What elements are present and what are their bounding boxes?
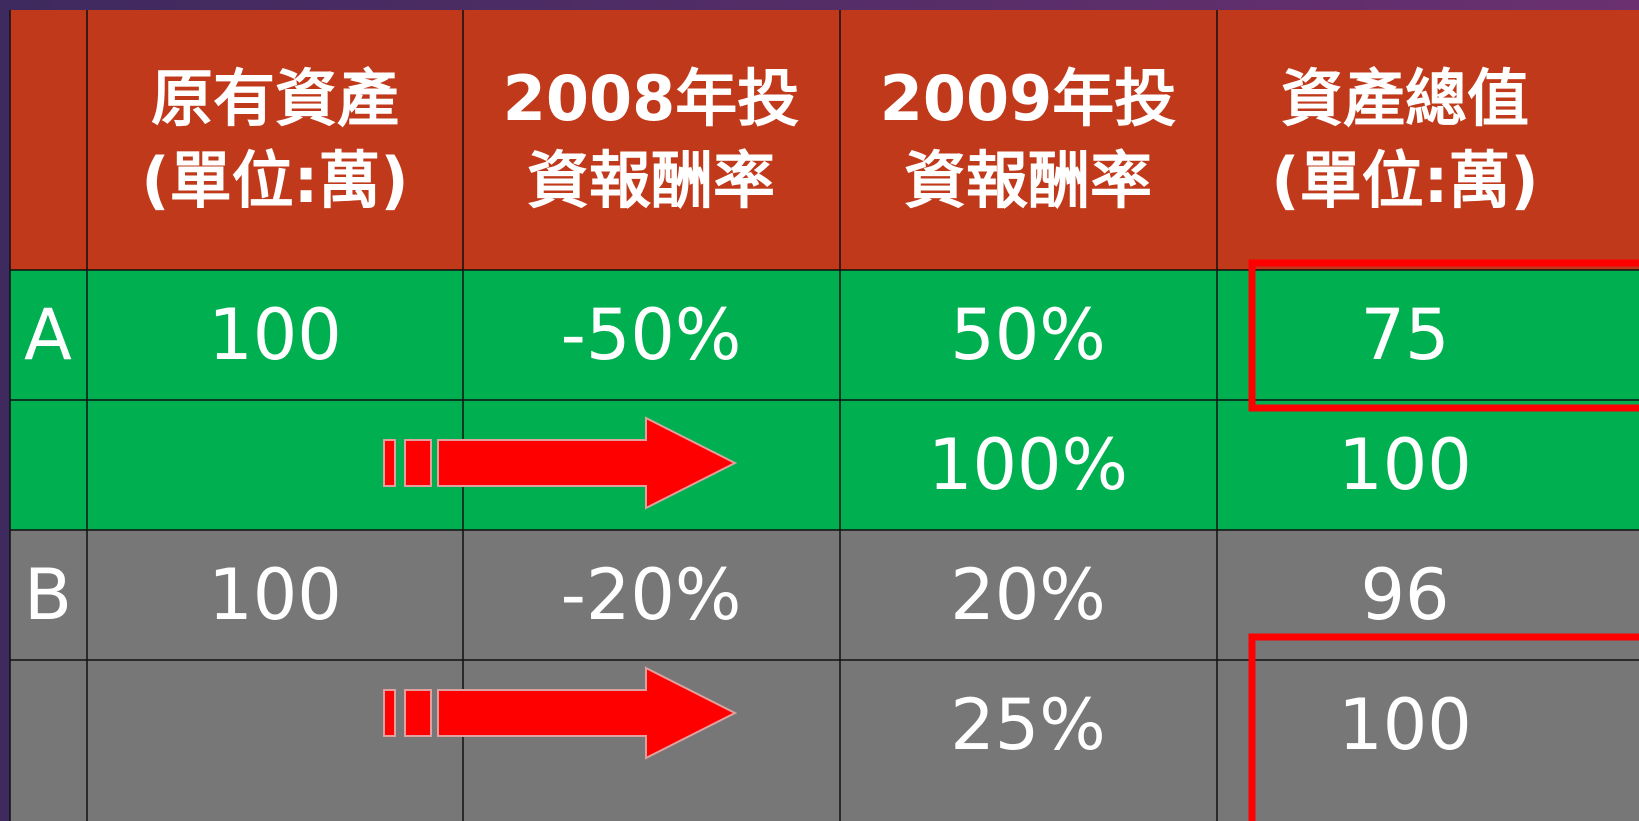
header-cell: 2009年投 xyxy=(880,62,1177,135)
cell: 100 xyxy=(208,554,342,636)
header-cell: 2008年投 xyxy=(503,62,800,135)
cell: 25% xyxy=(950,684,1106,766)
cell: 20% xyxy=(950,554,1106,636)
cell: 50% xyxy=(950,294,1106,376)
header-row xyxy=(10,10,1639,270)
cell: 100 xyxy=(1338,424,1472,506)
highlight xyxy=(1248,259,1639,821)
cell: -50% xyxy=(561,294,742,376)
row-label: B xyxy=(24,554,72,636)
cell: 100 xyxy=(1338,684,1472,766)
arrow xyxy=(383,416,738,510)
header-cell: 資報酬率 xyxy=(527,144,775,217)
grid xyxy=(9,10,1639,821)
header-cell: (單位:萬) xyxy=(141,144,408,217)
arrow xyxy=(383,666,738,760)
cell: 100% xyxy=(928,424,1128,506)
row-label: A xyxy=(24,294,72,376)
cell: 75 xyxy=(1360,294,1449,376)
header-cell: 資產總值 xyxy=(1281,62,1529,135)
header-cell: 資報酬率 xyxy=(904,144,1152,217)
group-b xyxy=(10,530,1639,821)
cell: -20% xyxy=(561,554,742,636)
header-cell: (單位:萬) xyxy=(1271,144,1538,217)
cell: 96 xyxy=(1360,554,1449,636)
cell: 100 xyxy=(208,294,342,376)
header-cell: 原有資產 xyxy=(151,62,399,135)
